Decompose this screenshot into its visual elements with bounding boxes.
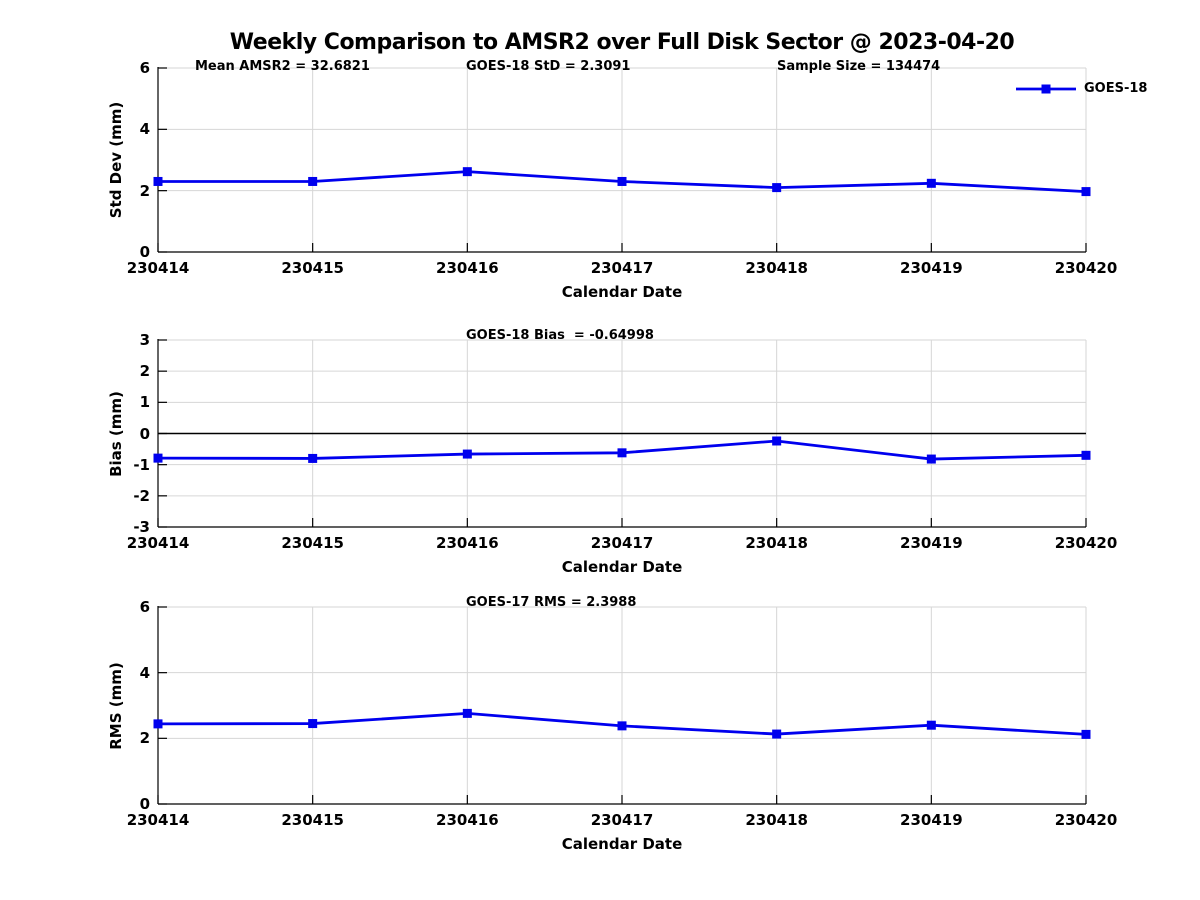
bias-plot bbox=[153, 339, 1091, 528]
x-tick-label: 230420 bbox=[1054, 259, 1118, 277]
x-tick-label: 230414 bbox=[126, 259, 190, 277]
y-tick-label: 4 bbox=[139, 663, 150, 682]
series-marker bbox=[617, 448, 627, 458]
y-tick-label: 2 bbox=[139, 729, 150, 748]
x-tick-label: 230420 bbox=[1054, 811, 1118, 829]
series-marker bbox=[1081, 729, 1091, 739]
y-tick-label: 6 bbox=[139, 59, 150, 77]
x-tick-label: 230419 bbox=[900, 811, 963, 829]
y-tick-label: 2 bbox=[139, 362, 150, 381]
xlabel-stddev: Calendar Date bbox=[561, 283, 683, 301]
series-marker bbox=[772, 183, 782, 193]
series-marker bbox=[153, 453, 163, 463]
y-tick-label: 6 bbox=[139, 598, 150, 616]
x-tick-label: 230419 bbox=[900, 534, 963, 552]
annotation-goes18-std: GOES-18 StD = 2.3091 bbox=[466, 59, 631, 74]
x-tick-label: 230417 bbox=[590, 811, 654, 829]
x-tick-label: 230419 bbox=[900, 259, 963, 277]
y-tick-label: 2 bbox=[139, 181, 150, 200]
xlabel-bias: Calendar Date bbox=[561, 558, 683, 576]
x-tick-label: 230418 bbox=[745, 534, 808, 552]
x-tick-label: 230414 bbox=[126, 811, 190, 829]
series-marker bbox=[462, 708, 472, 718]
annotation-goes17-rms: GOES-17 RMS = 2.3988 bbox=[466, 595, 637, 610]
figure-title: Weekly Comparison to AMSR2 over Full Dis… bbox=[229, 30, 1015, 55]
x-tick-label: 230418 bbox=[745, 811, 808, 829]
x-tick-label: 230417 bbox=[590, 259, 654, 277]
series-marker bbox=[1081, 187, 1091, 197]
annotation-sample-size: Sample Size = 134474 bbox=[777, 59, 941, 74]
y-tick-label: 1 bbox=[139, 393, 150, 412]
x-tick-label: 230417 bbox=[590, 534, 654, 552]
y-tick-label: -1 bbox=[133, 455, 150, 474]
series-marker bbox=[308, 453, 318, 463]
series-marker bbox=[926, 720, 936, 730]
series-marker bbox=[462, 449, 472, 459]
series-marker bbox=[308, 719, 318, 729]
y-tick-label: -3 bbox=[133, 518, 150, 536]
annotation-mean-amsr2: Mean AMSR2 = 32.6821 bbox=[195, 59, 370, 74]
rms-plot bbox=[153, 606, 1091, 805]
y-tick-label: 3 bbox=[139, 331, 150, 349]
series-marker bbox=[308, 176, 318, 186]
series-marker bbox=[153, 176, 163, 186]
legend-label: GOES-18 bbox=[1084, 81, 1148, 96]
x-tick-label: 230418 bbox=[745, 259, 808, 277]
series-marker bbox=[926, 178, 936, 188]
legend: GOES-18 bbox=[1014, 80, 1147, 98]
series-marker bbox=[153, 719, 163, 729]
y-tick-label: -2 bbox=[133, 486, 150, 505]
x-tick-label: 230414 bbox=[126, 534, 190, 552]
series-marker bbox=[1081, 450, 1091, 460]
y-tick-label: 0 bbox=[139, 424, 150, 443]
series-marker bbox=[617, 176, 627, 186]
x-tick-label: 230416 bbox=[436, 811, 499, 829]
x-tick-label: 230415 bbox=[281, 259, 344, 277]
x-tick-label: 230415 bbox=[281, 534, 344, 552]
y-tick-label: 4 bbox=[139, 120, 150, 139]
legend-line-marker-icon bbox=[1016, 84, 1076, 94]
y-tick-label: 0 bbox=[139, 795, 150, 813]
series-marker bbox=[772, 729, 782, 739]
x-tick-label: 230416 bbox=[436, 259, 499, 277]
series-marker bbox=[617, 721, 627, 731]
xlabel-rms: Calendar Date bbox=[561, 835, 683, 853]
x-tick-label: 230415 bbox=[281, 811, 344, 829]
series-marker bbox=[772, 436, 782, 446]
y-tick-label: 0 bbox=[139, 243, 150, 261]
x-tick-label: 230416 bbox=[436, 534, 499, 552]
series-marker bbox=[926, 454, 936, 464]
stddev-plot bbox=[153, 67, 1091, 253]
annotation-goes18-bias: GOES-18 Bias = -0.64998 bbox=[466, 328, 654, 343]
series-marker bbox=[462, 167, 472, 177]
x-tick-label: 230420 bbox=[1054, 534, 1118, 552]
